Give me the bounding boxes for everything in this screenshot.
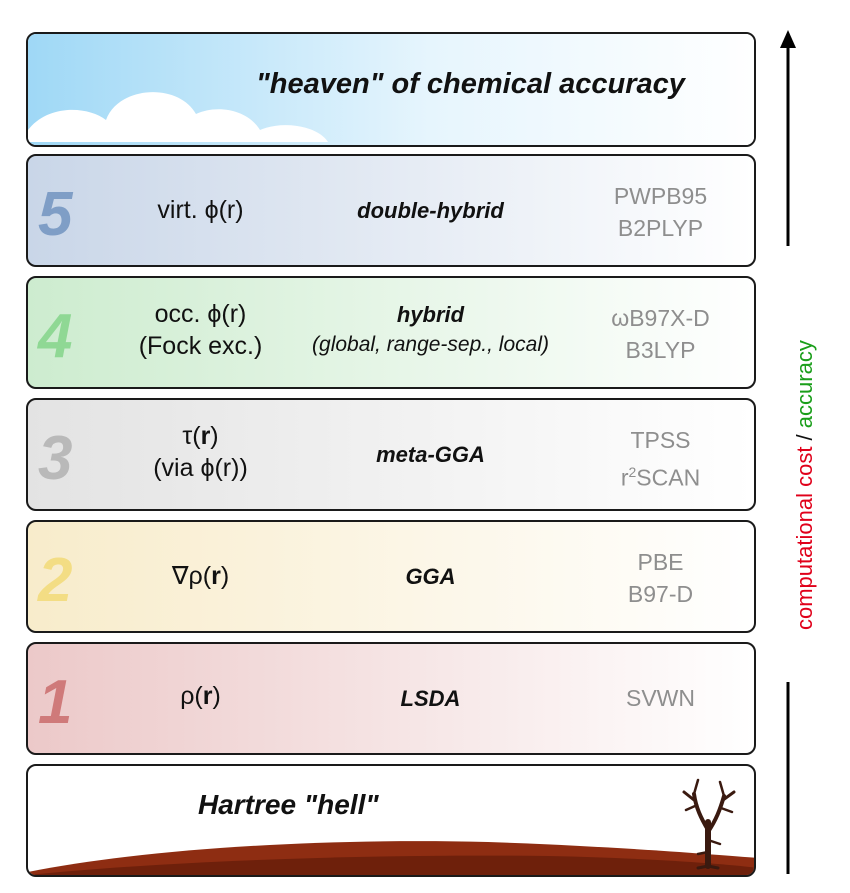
up-arrow-icon <box>780 30 796 874</box>
functional-name: GGA <box>405 564 456 589</box>
example-functional: PWPB95 <box>613 183 708 209</box>
example-functional: TPSS <box>630 427 691 453</box>
hell-box: Hartree "hell" <box>26 764 756 877</box>
heaven-box: "heaven" of chemical accuracy <box>26 32 756 147</box>
rung-property: occ. ϕ(r) (Fock exc.) <box>138 300 263 360</box>
heaven-title: "heaven" of chemical accuracy <box>256 68 685 100</box>
functional-name: meta-GGA <box>376 442 485 467</box>
rung-3: 3 τ(r) (via ϕ(r)) meta-GGA TPSS r2SCAN <box>26 398 756 511</box>
rung-number: 2 <box>38 546 73 615</box>
rung-number: 1 <box>38 668 73 737</box>
rung-property: ∇ρ(r) <box>171 562 230 590</box>
rung-property: virt. ϕ(r) <box>157 196 244 224</box>
rung-2: 2 ∇ρ(r) GGA PBE B97-D <box>26 520 756 633</box>
example-functional: SVWN <box>626 685 695 711</box>
functional-name: double-hybrid <box>357 198 504 223</box>
accuracy-label: accuracy <box>792 340 817 429</box>
axis-label: computational cost / accuracy <box>792 340 818 630</box>
cost-label: computational cost <box>792 446 817 630</box>
rung-5: 5 virt. ϕ(r) double-hybrid PWPB95 B2PLYP <box>26 154 756 267</box>
rung-property: ρ(r) <box>180 682 221 710</box>
example-functional: r2SCAN <box>620 464 701 491</box>
dead-tree-icon <box>682 778 736 870</box>
example-functionals: PWPB95 B2PLYP <box>583 180 738 244</box>
example-functionals: TPSS r2SCAN <box>583 424 738 494</box>
example-functionals: SVWN <box>583 682 738 714</box>
rung-4: 4 occ. ϕ(r) (Fock exc.) hybrid (global, … <box>26 276 756 389</box>
example-functional: B97-D <box>627 581 694 607</box>
ground-graphic <box>28 841 754 875</box>
example-functionals: PBE B97-D <box>583 546 738 610</box>
rung-property: τ(r) (via ϕ(r)) <box>153 422 248 482</box>
functional-name: hybrid (global, range-sep., local) <box>278 300 583 360</box>
example-functional: B3LYP <box>625 337 696 363</box>
rung-number: 3 <box>38 424 73 493</box>
separator: / <box>792 428 817 447</box>
functional-name: LSDA <box>400 686 461 711</box>
rung-number: 4 <box>38 302 73 371</box>
rung-1: 1 ρ(r) LSDA SVWN <box>26 642 756 755</box>
cloud-graphic <box>28 34 754 145</box>
rung-number: 5 <box>38 180 73 249</box>
example-functionals: ωB97X-D B3LYP <box>583 302 738 366</box>
example-functional: PBE <box>637 549 684 575</box>
example-functional: B2PLYP <box>617 215 704 241</box>
example-functional: ωB97X-D <box>611 305 710 331</box>
functional-subname: (global, range-sep., local) <box>312 333 549 356</box>
hell-title: Hartree "hell" <box>198 789 379 820</box>
